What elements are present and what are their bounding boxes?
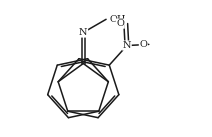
Text: N: N: [79, 28, 88, 37]
Text: O: O: [139, 40, 147, 49]
Text: OH: OH: [110, 15, 126, 24]
Text: N: N: [123, 41, 131, 50]
Text: O: O: [116, 19, 124, 28]
